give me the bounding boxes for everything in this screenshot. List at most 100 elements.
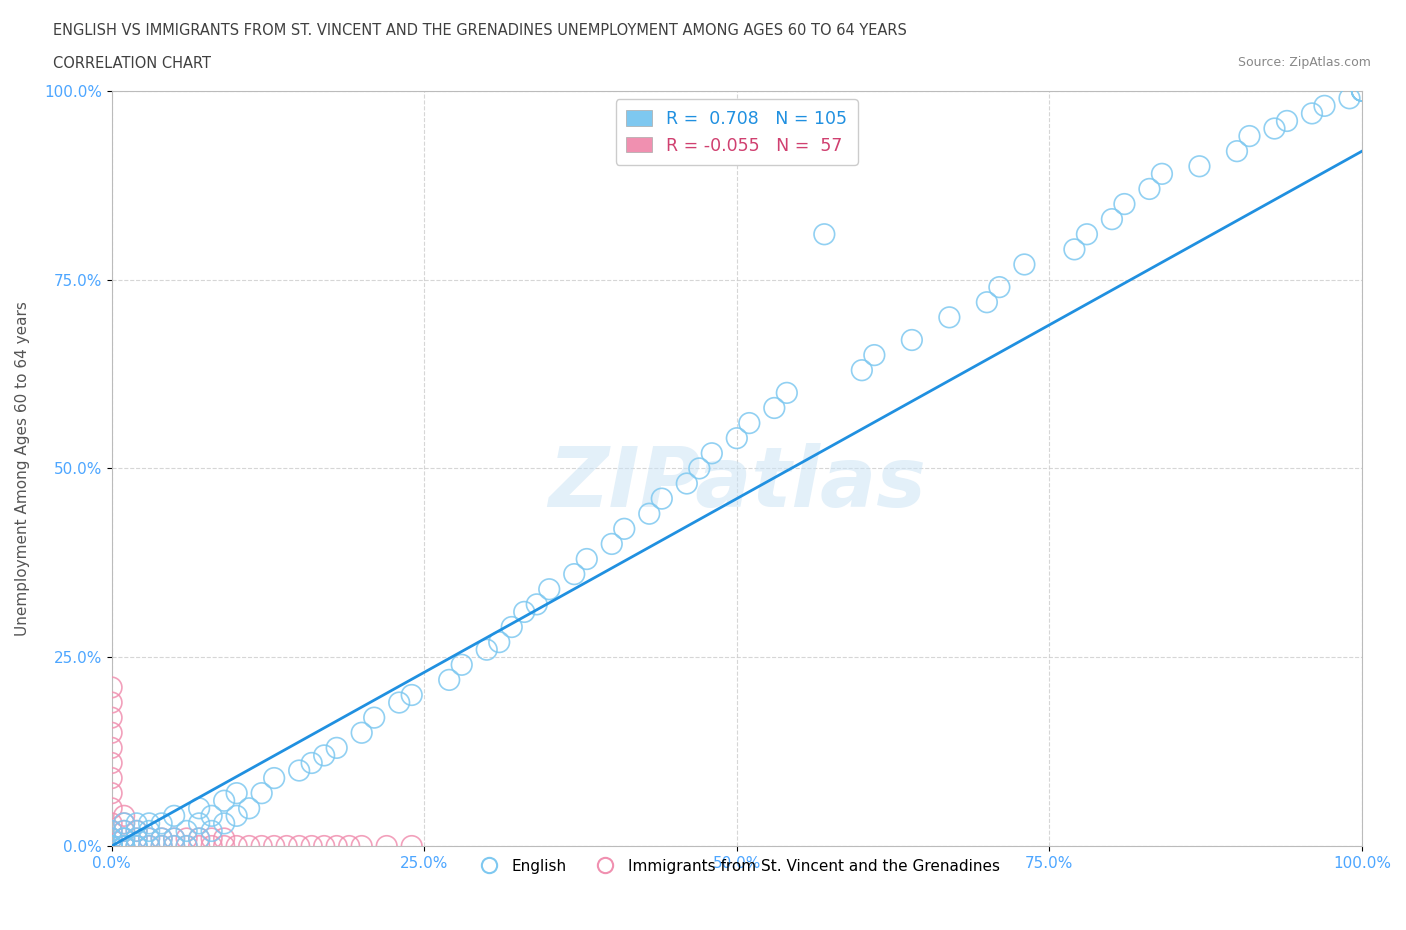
Point — [538, 582, 561, 597]
Point — [100, 839, 122, 854]
Point — [1351, 84, 1374, 99]
Point — [112, 831, 135, 846]
Point — [1226, 144, 1249, 159]
Point — [437, 672, 460, 687]
Point — [188, 831, 211, 846]
Point — [526, 597, 548, 612]
Point — [700, 445, 723, 460]
Point — [188, 816, 211, 830]
Point — [188, 801, 211, 816]
Point — [1139, 181, 1161, 196]
Point — [976, 295, 998, 310]
Point — [363, 711, 385, 725]
Point — [138, 831, 160, 846]
Point — [150, 816, 173, 830]
Point — [1351, 84, 1374, 99]
Point — [1301, 106, 1323, 121]
Point — [851, 363, 873, 378]
Point — [1351, 84, 1374, 99]
Point — [388, 695, 411, 710]
Point — [163, 839, 186, 854]
Point — [100, 839, 122, 854]
Point — [325, 740, 347, 755]
Point — [100, 823, 122, 838]
Point — [263, 771, 285, 786]
Point — [100, 839, 122, 854]
Point — [488, 634, 510, 649]
Point — [475, 643, 498, 658]
Point — [1150, 166, 1173, 181]
Point — [112, 831, 135, 846]
Point — [1063, 242, 1085, 257]
Point — [1188, 159, 1211, 174]
Point — [575, 551, 598, 566]
Point — [301, 755, 323, 770]
Point — [225, 839, 247, 854]
Text: ENGLISH VS IMMIGRANTS FROM ST. VINCENT AND THE GRENADINES UNEMPLOYMENT AMONG AGE: ENGLISH VS IMMIGRANTS FROM ST. VINCENT A… — [53, 23, 907, 38]
Point — [112, 839, 135, 854]
Point — [138, 839, 160, 854]
Point — [301, 839, 323, 854]
Point — [250, 839, 273, 854]
Point — [125, 831, 148, 846]
Point — [163, 839, 186, 854]
Point — [138, 839, 160, 854]
Point — [1351, 84, 1374, 99]
Point — [125, 839, 148, 854]
Point — [314, 839, 336, 854]
Text: ZIPatlas: ZIPatlas — [548, 443, 925, 524]
Point — [100, 839, 122, 854]
Point — [100, 839, 122, 854]
Point — [100, 839, 122, 854]
Point — [100, 816, 122, 830]
Point — [100, 839, 122, 854]
Point — [225, 786, 247, 801]
Point — [188, 831, 211, 846]
Point — [600, 537, 623, 551]
Point — [163, 808, 186, 823]
Point — [100, 839, 122, 854]
Point — [100, 839, 122, 854]
Point — [988, 280, 1011, 295]
Point — [813, 227, 835, 242]
Point — [863, 348, 886, 363]
Point — [501, 619, 523, 634]
Point — [776, 385, 799, 400]
Point — [112, 839, 135, 854]
Point — [337, 839, 360, 854]
Point — [100, 831, 122, 846]
Point — [100, 839, 122, 854]
Point — [112, 816, 135, 830]
Point — [100, 786, 122, 801]
Point — [688, 461, 710, 476]
Text: CORRELATION CHART: CORRELATION CHART — [53, 56, 211, 71]
Point — [100, 680, 122, 695]
Point — [112, 823, 135, 838]
Point — [125, 839, 148, 854]
Point — [100, 755, 122, 770]
Text: Source: ZipAtlas.com: Source: ZipAtlas.com — [1237, 56, 1371, 69]
Point — [112, 839, 135, 854]
Point — [100, 839, 122, 854]
Point — [100, 711, 122, 725]
Point — [450, 658, 472, 672]
Point — [100, 831, 122, 846]
Point — [276, 839, 298, 854]
Point — [163, 831, 186, 846]
Point — [1313, 99, 1336, 113]
Point — [150, 831, 173, 846]
Point — [112, 839, 135, 854]
Point — [314, 748, 336, 763]
Point — [100, 839, 122, 854]
Point — [112, 839, 135, 854]
Point — [1101, 212, 1123, 227]
Point — [201, 808, 224, 823]
Point — [163, 831, 186, 846]
Point — [238, 801, 260, 816]
Legend: English, Immigrants from St. Vincent and the Grenadines: English, Immigrants from St. Vincent and… — [467, 853, 1007, 880]
Point — [100, 801, 122, 816]
Point — [212, 831, 235, 846]
Point — [675, 476, 697, 491]
Point — [763, 401, 786, 416]
Point — [375, 839, 398, 854]
